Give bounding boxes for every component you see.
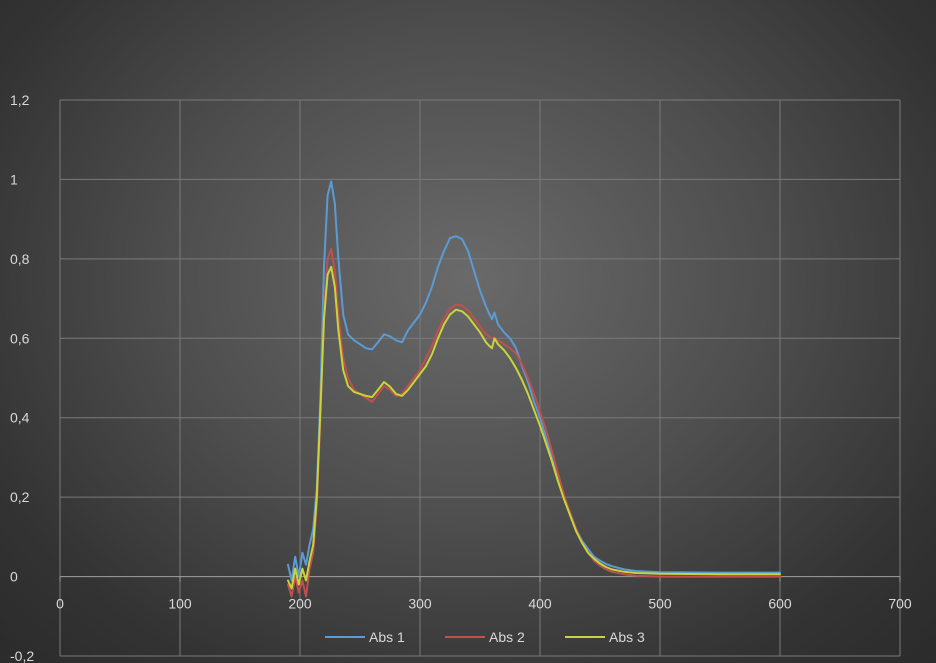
x-tick-label: 500 — [648, 596, 672, 612]
series-line-2 — [287, 247, 781, 598]
y-tick-label: 1,2 — [10, 92, 30, 108]
grid — [59, 99, 901, 657]
y-tick-label: 0,8 — [10, 251, 30, 267]
x-tick-label: 300 — [408, 596, 432, 612]
x-tick-label: 0 — [56, 596, 64, 612]
y-tick-label: 0,4 — [10, 410, 30, 426]
legend-label-3: Abs 3 — [609, 629, 645, 645]
legend: Abs 1 Abs 2 Abs 3 — [325, 629, 645, 645]
x-tick-label: 400 — [528, 596, 552, 612]
y-tick-label: 0 — [10, 569, 18, 585]
y-tick-label: 1 — [10, 171, 18, 187]
x-tick-label: 600 — [768, 596, 792, 612]
legend-label-2: Abs 2 — [489, 629, 525, 645]
y-tick-label: 0,2 — [10, 489, 30, 505]
x-tick-label: 700 — [888, 596, 912, 612]
legend-label-1: Abs 1 — [369, 629, 405, 645]
tick-labels: -0,2 0 0,2 0,4 0,6 0,8 1 1,2 0 100 200 300 400 500 600… — [10, 92, 912, 663]
series-line-1 — [287, 180, 781, 582]
y-tick-label: -0,2 — [10, 648, 34, 663]
series-line-3 — [287, 265, 781, 590]
x-tick-label: 200 — [288, 596, 312, 612]
x-tick-label: 100 — [168, 596, 192, 612]
y-tick-label: 0,6 — [10, 330, 30, 346]
plot-series — [287, 180, 781, 598]
